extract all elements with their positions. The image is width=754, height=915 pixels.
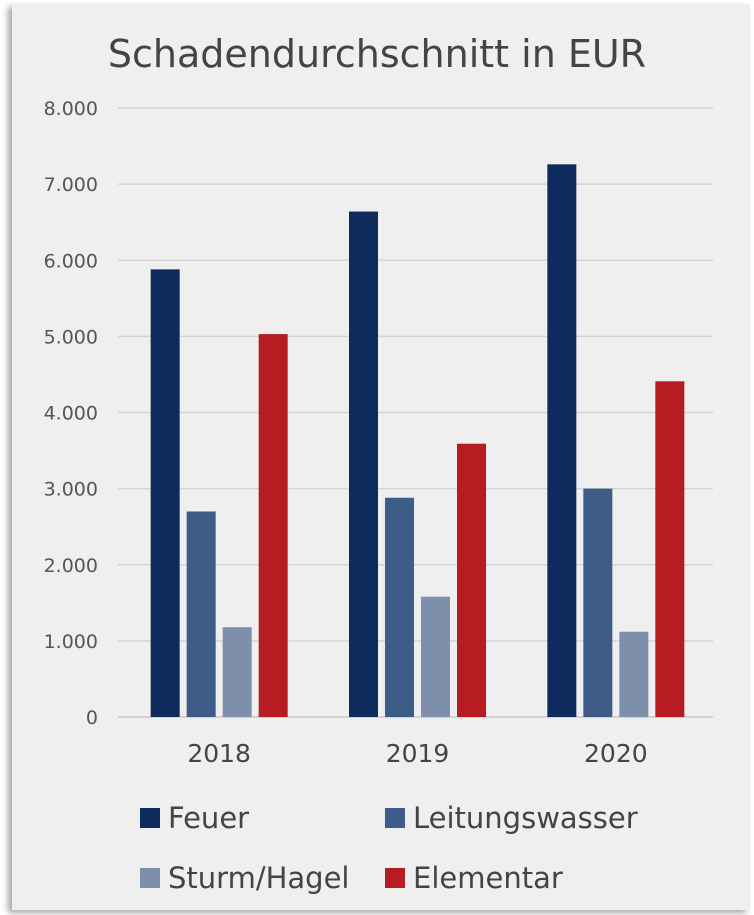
legend-label: Leitungswasser [413, 801, 638, 835]
legend-swatch [385, 868, 405, 888]
bar-sturm-hagel-2019 [421, 596, 450, 717]
legend-swatch [140, 808, 160, 828]
y-tick-label: 2.000 [44, 555, 98, 577]
bar-feuer-2018 [150, 269, 180, 717]
bar-feuer-2020 [547, 164, 577, 717]
x-tick-label: 2019 [386, 739, 450, 768]
legend-item: Leitungswasser [385, 801, 638, 835]
bar-leitungswasser-2018 [186, 511, 216, 717]
chart-panel: Schadendurchschnitt in EUR 0 1.000 2.000 3.… [12, 4, 750, 910]
y-tick-label: 7.000 [44, 174, 98, 196]
bar-elementar-2020 [655, 381, 685, 717]
y-tick-label: 4.000 [44, 403, 98, 425]
legend-item: Sturm/Hagel [140, 861, 349, 895]
bar-sturm-hagel-2018 [222, 627, 252, 717]
legend-label: Elementar [413, 861, 563, 895]
chart-title: Schadendurchschnitt in EUR [107, 32, 647, 76]
y-tick-label: 6.000 [44, 250, 98, 272]
y-tick-label: 3.000 [44, 479, 98, 501]
x-tick-label: 2020 [584, 739, 648, 768]
legend-swatch [385, 808, 405, 828]
legend-label: Sturm/Hagel [168, 861, 350, 895]
x-tick-label: 2018 [187, 739, 251, 768]
legend-swatch [140, 868, 160, 888]
bar-elementar-2018 [258, 334, 288, 717]
bar-feuer-2019 [349, 211, 378, 717]
bar-elementar-2019 [457, 443, 486, 717]
legend-label: Feuer [168, 801, 250, 835]
bar-leitungswasser-2019 [385, 497, 414, 717]
y-tick-label: 0 [86, 707, 98, 729]
legend-item: Elementar [385, 861, 563, 895]
bar-leitungswasser-2020 [583, 488, 613, 717]
y-tick-label: 5.000 [44, 326, 98, 348]
legend-item: Feuer [140, 801, 249, 835]
bar-sturm-hagel-2020 [619, 631, 649, 717]
y-tick-label: 8.000 [44, 98, 98, 120]
y-tick-label: 1.000 [44, 631, 98, 653]
